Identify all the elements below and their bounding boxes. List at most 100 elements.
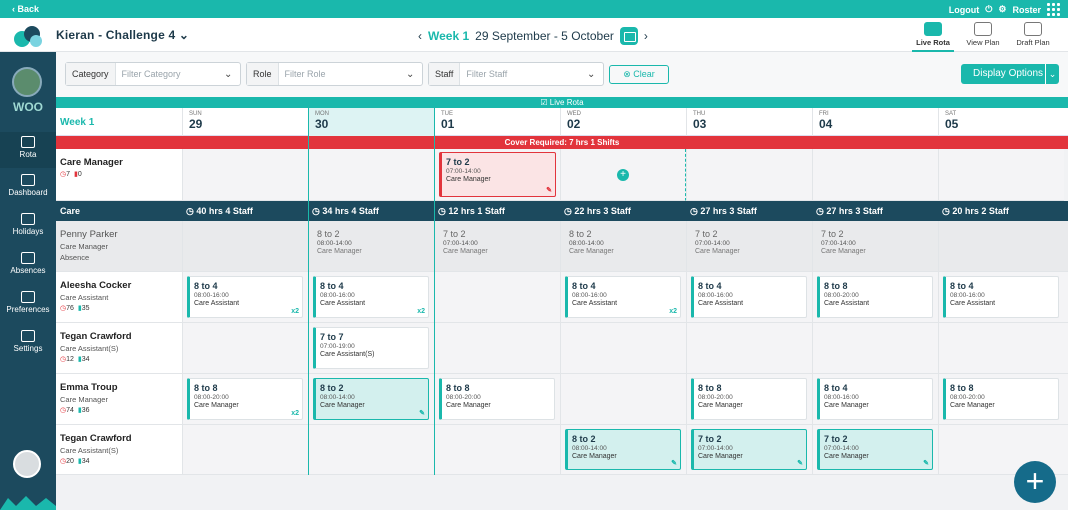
next-week-icon[interactable]: › <box>643 29 648 43</box>
rota-cell[interactable] <box>434 425 560 475</box>
live-rota-tab[interactable]: Live Rota <box>908 20 958 52</box>
sidebar-item-absences[interactable]: Absences <box>0 252 56 275</box>
apps-grid-icon[interactable] <box>1047 3 1060 16</box>
pencil-icon[interactable]: ✎ <box>546 187 552 194</box>
shift-card[interactable]: 8 to 8 08:00-20:00 Care Manager <box>439 378 555 420</box>
rota-cell[interactable] <box>434 221 560 272</box>
rota-cell[interactable] <box>560 374 686 425</box>
shift-card[interactable]: 8 to 2 08:00-14:00 Care Manager <box>565 225 681 267</box>
shift-card[interactable]: 7 to 2 07:00-14:00 Care Manager <box>817 225 933 267</box>
rota-cell[interactable] <box>686 323 812 374</box>
staff-row-label[interactable]: Emma Troup Care Manager ◷74 ▮36 <box>56 374 182 425</box>
clock-icon: ◷ <box>60 407 67 414</box>
cover-cell[interactable] <box>308 149 434 201</box>
rota-cell[interactable] <box>182 425 308 475</box>
rota-cell[interactable] <box>434 272 560 323</box>
staff-row-label[interactable]: Tegan Crawford Care Assistant(S) ◷20 ▮34 <box>56 425 182 475</box>
user-avatar[interactable] <box>13 450 41 478</box>
shift-time: 7 to 7 <box>320 332 344 342</box>
shift-card[interactable]: 8 to 4 08:00-16:00 Care Assistant x2 <box>565 276 681 318</box>
shift-hours: 07:00-19:00 <box>320 343 355 350</box>
rota-cell[interactable] <box>560 221 686 272</box>
view-plan-tab[interactable]: View Plan <box>958 20 1008 50</box>
shift-card[interactable]: 7 to 7 07:00-19:00 Care Assistant(S) <box>313 327 429 369</box>
shift-card[interactable]: 8 to 4 08:00-16:00 Care Assistant x2 <box>187 276 303 318</box>
add-shift-icon[interactable]: + <box>617 169 629 181</box>
gear-icon[interactable]: ⚙ <box>998 4 1007 14</box>
rota-cell[interactable] <box>560 323 686 374</box>
rota-cell[interactable] <box>812 323 938 374</box>
shift-card[interactable]: 8 to 8 08:00-20:00 Care Assistant <box>817 276 933 318</box>
shift-hours: 08:00-20:00 <box>698 394 733 401</box>
shift-card[interactable]: 8 to 4 08:00-16:00 Care Assistant <box>691 276 807 318</box>
cover-cell[interactable] <box>938 149 1064 201</box>
prev-week-icon[interactable]: ‹ <box>418 29 422 43</box>
row-name: Care Manager <box>60 157 123 168</box>
rota-cell[interactable] <box>182 221 308 272</box>
cover-shift-card[interactable]: 7 to 2 07:00-14:00 Care Manager ✎ <box>439 152 556 197</box>
cover-cell[interactable] <box>182 149 308 201</box>
day-name: THU <box>693 111 706 117</box>
sidebar-item-preferences[interactable]: Preferences <box>0 291 56 314</box>
top-bar: ‹ Back Logout ⏻ ⚙ Roster <box>0 0 1068 18</box>
shift-card[interactable]: 8 to 2 08:00-14:00 Care Manager ✎ <box>565 429 681 470</box>
pencil-icon[interactable]: ✎ <box>923 460 929 467</box>
pencil-icon[interactable]: ✎ <box>797 460 803 467</box>
staff-row-label[interactable]: Aleesha Cocker Care Assistant ◷76 ▮35 <box>56 272 182 323</box>
staff-row-label[interactable]: Tegan Crawford Care Assistant(S) ◷12 ▮34 <box>56 323 182 374</box>
sidebar-item-dashboard[interactable]: Dashboard <box>0 174 56 197</box>
clear-button[interactable]: ⊗ Clear <box>609 65 669 84</box>
rota-cell[interactable] <box>812 221 938 272</box>
logout-link[interactable]: Logout <box>948 4 980 15</box>
day-column-wed: WED 02 <box>560 108 686 136</box>
display-options-button[interactable]: Display Options ⌄ <box>961 64 1059 84</box>
calendar-icon[interactable] <box>619 27 638 45</box>
shift-card[interactable]: 8 to 8 08:00-20:00 Care Manager <box>943 378 1059 420</box>
shift-role: Care Assistant <box>320 300 366 307</box>
chevron-down-icon[interactable]: ⌄ <box>1045 64 1059 84</box>
shift-card[interactable]: 8 to 4 08:00-16:00 Care Assistant <box>943 276 1059 318</box>
shift-card[interactable]: 8 to 2 08:00-14:00 Care Manager ✎ <box>313 378 429 420</box>
shift-card[interactable]: 8 to 8 08:00-20:00 Care Manager x2 <box>187 378 303 420</box>
role-filter[interactable]: Role Filter Role ⌄ <box>246 62 423 86</box>
live-rota-icon <box>924 22 942 36</box>
shift-role: Care Assistant <box>698 300 744 307</box>
rota-cell[interactable] <box>308 425 434 475</box>
category-filter[interactable]: Category Filter Category ⌄ <box>65 62 241 86</box>
cover-cell[interactable] <box>812 149 938 201</box>
add-button[interactable]: + <box>1014 461 1056 503</box>
cover-cell[interactable] <box>686 149 812 201</box>
rota-cell[interactable] <box>434 323 560 374</box>
sidebar-item-holidays[interactable]: Holidays <box>0 213 56 236</box>
shift-hours: 08:00-16:00 <box>698 292 733 299</box>
shift-hours: 07:00-14:00 <box>446 168 481 175</box>
shift-card[interactable]: 8 to 4 08:00-16:00 Care Manager <box>817 378 933 420</box>
home-title[interactable]: Kieran - Challenge 4 ⌄ <box>56 28 190 42</box>
shift-card[interactable]: 7 to 2 07:00-14:00 Care Manager <box>691 225 807 267</box>
sidebar-item-settings[interactable]: Settings <box>0 330 56 353</box>
logout-icon[interactable]: ⏻ <box>985 4 993 14</box>
shift-card[interactable]: 7 to 2 07:00-14:00 Care Manager ✎ <box>817 429 933 470</box>
shift-card[interactable]: 8 to 2 08:00-14:00 Care Manager <box>313 225 429 267</box>
clock-icon: ◷ <box>60 305 67 312</box>
shift-hours: 08:00-16:00 <box>194 292 229 299</box>
rota-cell[interactable] <box>686 221 812 272</box>
header: Kieran - Challenge 4 ⌄ ‹ Week 1 29 Septe… <box>0 18 1068 52</box>
draft-plan-tab[interactable]: Draft Plan <box>1008 20 1058 50</box>
rota-cell[interactable] <box>182 323 308 374</box>
calendar-icon <box>21 136 35 148</box>
pencil-icon[interactable]: ✎ <box>671 460 677 467</box>
shift-card[interactable]: 8 to 4 08:00-16:00 Care Assistant x2 <box>313 276 429 318</box>
shift-role: Care Assistant <box>194 300 240 307</box>
rota-cell[interactable] <box>938 323 1068 374</box>
shift-card[interactable]: 7 to 2 07:00-14:00 Care Manager ✎ <box>691 429 807 470</box>
shift-card[interactable]: 8 to 8 08:00-20:00 Care Manager <box>691 378 807 420</box>
pencil-icon[interactable]: ✎ <box>419 410 425 417</box>
shift-card[interactable]: 7 to 2 07:00-14:00 Care Manager <box>439 225 555 267</box>
shift-time: 8 to 8 <box>950 383 974 393</box>
staff-filter[interactable]: Staff Filter Staff ⌄ <box>428 62 604 86</box>
back-link[interactable]: ‹ Back <box>12 4 40 14</box>
sidebar-item-rota[interactable]: Rota <box>0 132 56 168</box>
rota-cell[interactable] <box>938 221 1068 272</box>
staff-row-label[interactable]: Penny Parker Care Manager Absence <box>56 221 182 272</box>
